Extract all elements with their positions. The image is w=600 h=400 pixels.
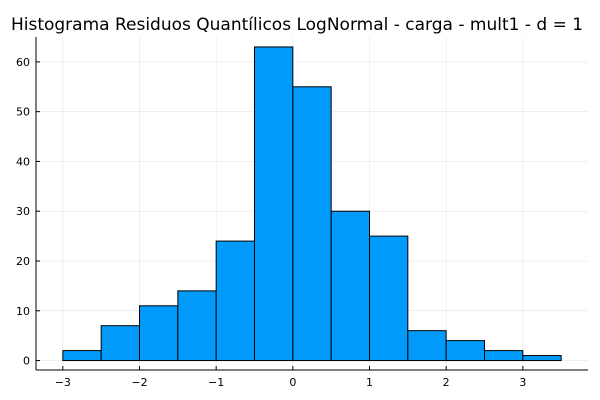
y-tick-label: 20	[16, 255, 30, 268]
histogram-bar	[100, 325, 140, 362]
histogram-bar	[292, 86, 332, 362]
histogram-bar	[484, 350, 524, 362]
x-tick-label: −1	[208, 376, 224, 389]
x-tick-label: −3	[55, 376, 71, 389]
histogram-bar	[62, 350, 102, 362]
histogram-bar	[254, 46, 294, 362]
histogram-bar	[330, 210, 370, 362]
y-tick-label: 0	[23, 355, 30, 368]
chart-title: Histograma Residuos Quantílicos LogNorma…	[11, 15, 583, 35]
x-tick-label: 0	[289, 376, 296, 389]
x-tick-label: 3	[519, 376, 526, 389]
histogram-bar	[177, 290, 217, 362]
histogram-bar	[139, 305, 179, 362]
y-tick-label: 60	[16, 56, 30, 69]
bars	[62, 46, 562, 362]
y-tick-label: 30	[16, 205, 30, 218]
y-tick-label: 40	[16, 155, 30, 168]
y-tick-label: 10	[16, 305, 30, 318]
y-tick-label: 50	[16, 106, 30, 119]
histogram-bar	[407, 330, 447, 362]
x-tick-label: 1	[366, 376, 373, 389]
histogram-bar	[445, 340, 485, 362]
x-tick-label: −2	[131, 376, 147, 389]
histogram-bar	[369, 235, 409, 362]
histogram-bar	[522, 355, 562, 362]
histogram-bar	[215, 240, 256, 362]
x-tick-label: 2	[443, 376, 450, 389]
